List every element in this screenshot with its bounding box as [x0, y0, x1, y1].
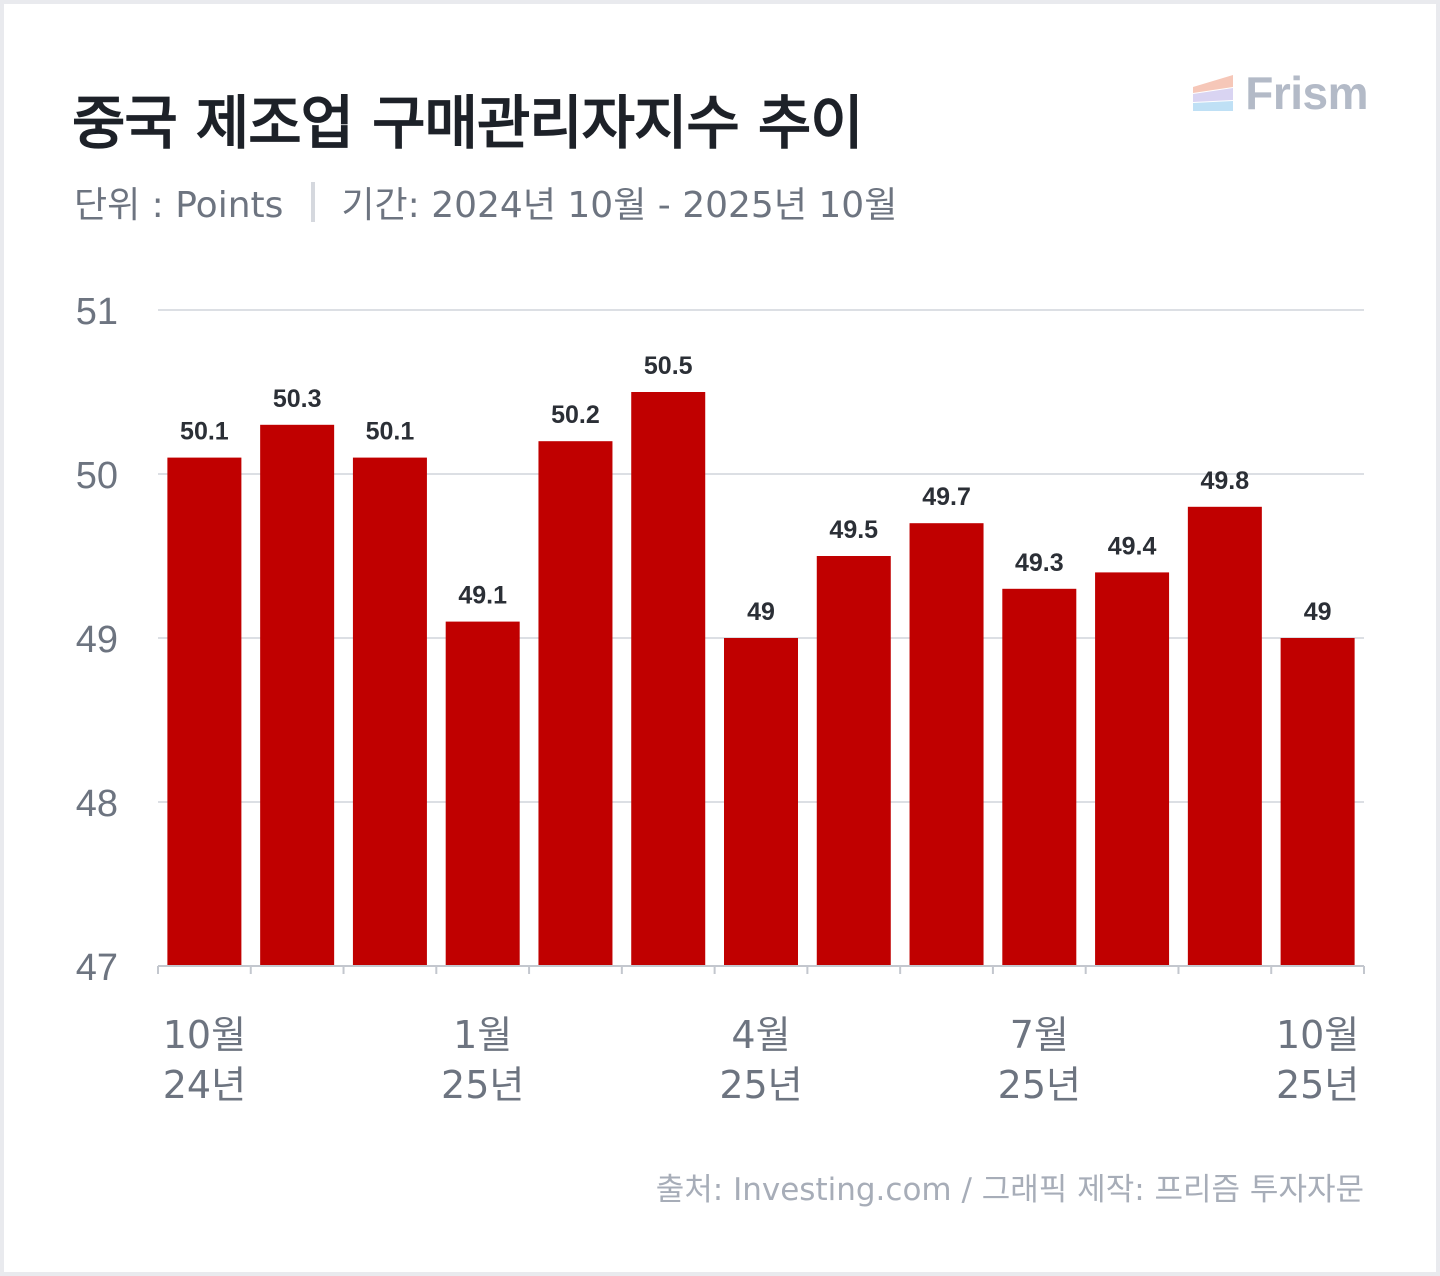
bar	[1002, 588, 1077, 966]
logo-mark-icon	[1193, 75, 1234, 111]
logo-text: Frism	[1245, 67, 1368, 119]
value-label: 50.5	[644, 352, 693, 380]
y-tick-label: 48	[76, 783, 118, 825]
brand-logo: Frism	[1193, 66, 1368, 120]
value-label: 50.3	[273, 385, 322, 413]
bar	[816, 556, 891, 966]
y-tick-label: 49	[76, 619, 118, 661]
x-tick-label-month: 10월	[1276, 1013, 1359, 1057]
value-label: 50.2	[551, 401, 600, 429]
x-tick-label-month: 7월	[1010, 1013, 1069, 1057]
x-tick-label-year: 25년	[719, 1063, 802, 1107]
value-label: 49.7	[922, 483, 971, 511]
x-tick-label-year: 25년	[998, 1063, 1081, 1107]
value-label: 49.3	[1015, 549, 1064, 577]
bar	[1187, 506, 1262, 966]
unit-label: 단위 : Points	[74, 185, 284, 226]
bar	[352, 457, 427, 966]
bar	[538, 441, 613, 966]
chart-subtitle: 단위 : Points 기간: 2024년 10월 - 2025년 10월	[74, 176, 897, 228]
bar	[724, 638, 798, 966]
value-label: 50.1	[366, 418, 415, 446]
bar	[260, 424, 335, 966]
y-tick-label: 47	[76, 947, 118, 989]
value-label: 49.5	[829, 516, 878, 544]
value-label: 49.8	[1201, 467, 1250, 495]
x-tick-label-month: 10월	[163, 1013, 246, 1057]
bar	[167, 457, 242, 966]
bar	[1280, 638, 1355, 966]
value-label: 49	[747, 598, 775, 626]
period-label: 기간: 2024년 10월 - 2025년 10월	[341, 185, 898, 226]
bar	[1095, 572, 1170, 966]
x-tick-label-month: 4월	[731, 1013, 790, 1057]
y-tick-label: 51	[76, 291, 118, 333]
x-tick-label-year: 25년	[441, 1063, 524, 1107]
x-tick-label-month: 1월	[453, 1013, 512, 1057]
bar	[909, 523, 984, 966]
subtitle-divider	[311, 182, 316, 222]
bar	[631, 392, 706, 966]
value-label: 49.4	[1108, 532, 1157, 560]
x-tick-label-year: 24년	[163, 1063, 246, 1107]
value-label: 49.1	[458, 582, 507, 610]
y-tick-label: 50	[76, 455, 118, 497]
x-tick-label-year: 25년	[1276, 1063, 1359, 1107]
chart-title: 중국 제조업 구매관리자지수 추이	[72, 89, 864, 157]
bar	[445, 621, 520, 966]
value-label: 50.1	[180, 418, 229, 446]
source-note: 출처: Investing.com / 그래픽 제작: 프리즘 투자자문	[655, 1172, 1364, 1208]
value-label: 49	[1304, 598, 1332, 626]
